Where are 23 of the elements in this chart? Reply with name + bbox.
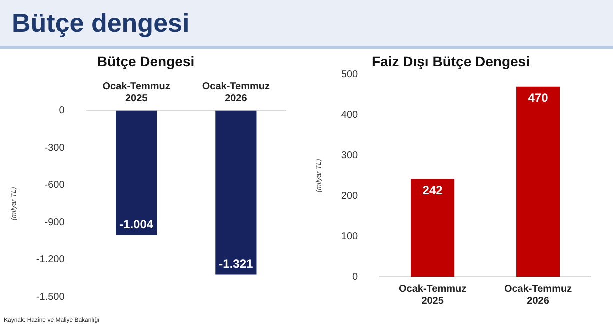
data-label: 242 bbox=[422, 183, 444, 198]
x-tick-label: Ocak-Temmuz 2026 bbox=[202, 82, 270, 105]
data-label: 470 bbox=[528, 91, 549, 106]
y-tick-label: -1.500 bbox=[36, 292, 66, 303]
y-tick-label: 100 bbox=[341, 231, 359, 242]
y-tick-label: 300 bbox=[341, 150, 359, 162]
data-label: -1.321 bbox=[219, 257, 254, 272]
y-tick-label: -300 bbox=[44, 142, 66, 154]
y-tick-label: -900 bbox=[44, 217, 66, 228]
data-label: -1.004 bbox=[120, 218, 154, 232]
chart-title: Faiz Dışı Bütçe Dengesi bbox=[372, 53, 530, 70]
chart-title: Bütçe dengesi bbox=[12, 8, 190, 39]
y-tick-label: 0 bbox=[59, 106, 66, 117]
y-tick-label: -600 bbox=[44, 180, 66, 192]
y-tick-label: 0 bbox=[352, 272, 359, 283]
chart-subtitle: Bütçe Dengesi bbox=[97, 53, 195, 70]
y-tick-label: 500 bbox=[341, 70, 359, 81]
y-tick-label: -1.200 bbox=[36, 254, 66, 266]
x-tick-label: Ocak-Temmuz 2025 bbox=[102, 82, 170, 105]
x-tick-label: Ocak-Temmuz 2026 bbox=[504, 284, 572, 307]
x-tick-label: Ocak-Temmuz 2025 bbox=[399, 284, 467, 307]
y-tick-label: 400 bbox=[341, 110, 359, 121]
y-tick-label: 200 bbox=[341, 190, 359, 202]
